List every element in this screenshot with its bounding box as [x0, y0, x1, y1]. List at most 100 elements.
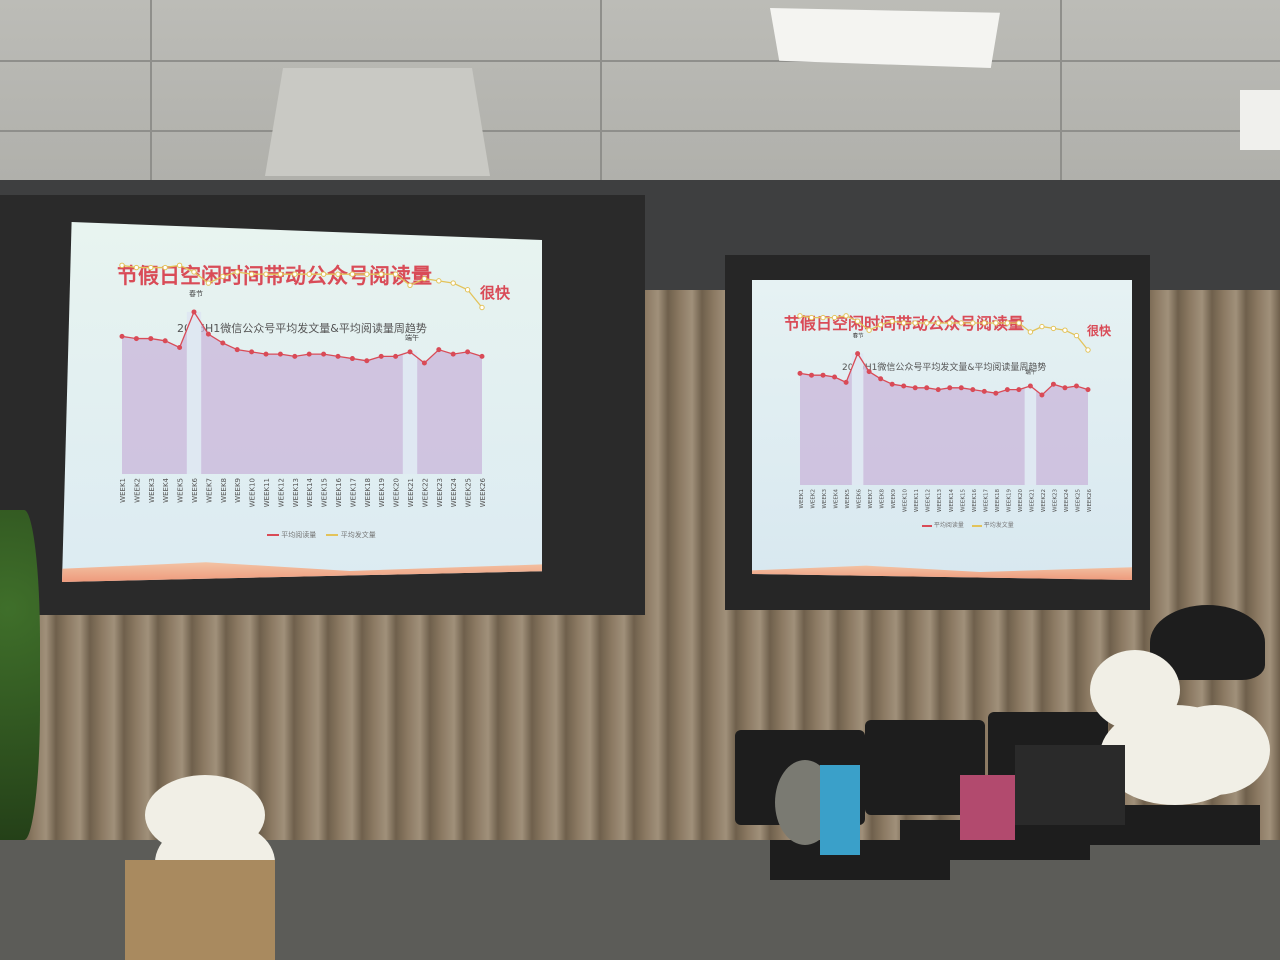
legend: 平均阅读量 平均发文量 [922, 520, 1014, 529]
x-tick-label: WEEK14 [949, 489, 955, 512]
x-tick-label: WEEK6 [191, 477, 199, 502]
data-point-read [924, 385, 930, 391]
data-point-read [958, 385, 964, 391]
data-point-read [148, 336, 154, 342]
ceiling-grid-line [0, 60, 1280, 62]
data-point-post [176, 262, 183, 269]
data-point-post [148, 264, 154, 271]
data-point-read [407, 349, 413, 355]
x-tick-label: WEEK9 [891, 489, 897, 509]
x-tick-label: WEEK2 [133, 478, 141, 503]
x-tick-label: WEEK13 [937, 489, 943, 512]
x-tick-label: WEEK19 [1006, 489, 1012, 512]
data-point-read [205, 331, 211, 337]
chart-title: 2016H1微信公众号平均发文量&平均阅读量周趋势 [177, 322, 427, 335]
data-point-read [450, 351, 456, 357]
legend-swatch-post [971, 524, 982, 527]
data-point-post [935, 320, 941, 326]
data-point-read [866, 369, 872, 375]
data-point-post [349, 271, 356, 277]
data-point-read [820, 372, 826, 378]
x-tick-label: WEEK3 [822, 489, 828, 509]
brand-logo: 很快 [1087, 324, 1112, 338]
x-tick-label: WEEK8 [880, 489, 886, 509]
data-point-post [808, 314, 815, 321]
data-point-post [877, 322, 884, 328]
series-line-post [799, 315, 1089, 351]
data-point-post [970, 320, 976, 326]
data-point-read [393, 353, 399, 359]
annotation-dragon: 端午 [405, 333, 419, 342]
data-point-read [1016, 387, 1022, 393]
data-point-read [234, 347, 240, 353]
data-point-read [797, 370, 803, 376]
data-point-post [843, 313, 849, 319]
data-point-post [981, 320, 988, 326]
data-point-post [797, 313, 803, 319]
ceiling-vent [265, 68, 490, 176]
data-point-read [277, 351, 283, 357]
x-tick-label: WEEK9 [234, 478, 242, 503]
x-tick-label: WEEK11 [914, 489, 920, 512]
legend-read: 平均阅读量 [281, 531, 317, 539]
x-tick-label: WEEK4 [162, 477, 170, 502]
x-tick-label: WEEK22 [421, 478, 429, 507]
x-tick-label: WEEK10 [249, 478, 257, 507]
data-point-post [162, 264, 168, 271]
data-point-post [335, 271, 341, 277]
x-tick-label: WEEK16 [335, 477, 343, 507]
product-boxes [820, 765, 860, 855]
legend-swatch-read [267, 534, 279, 536]
data-point-read [1027, 383, 1033, 389]
x-tick-label: WEEK7 [205, 478, 213, 503]
data-point-post [866, 327, 872, 333]
data-point-read [1004, 387, 1010, 393]
x-tick-label: WEEK25 [1075, 489, 1081, 512]
data-point-read [191, 309, 197, 315]
data-point-post [248, 271, 255, 277]
data-point-post [947, 320, 953, 326]
cardboard-box [125, 860, 275, 960]
projection-screen-left: 节假日空闲时间带动公众号阅读量 很快 2016H1微信公众号平均发文量&平均阅读… [62, 222, 542, 582]
annotation-spring: 春节 [853, 332, 865, 340]
data-point-read [349, 356, 355, 362]
data-point-read [843, 379, 849, 385]
data-point-read [970, 387, 976, 393]
data-point-post [924, 320, 930, 326]
plant [0, 510, 40, 840]
x-tick-label: WEEK23 [1052, 489, 1058, 512]
data-point-post [958, 320, 964, 326]
data-point-read [993, 390, 999, 396]
data-point-read [436, 347, 442, 353]
data-point-post [263, 271, 269, 277]
ceiling-light [770, 8, 1000, 68]
data-point-post [912, 320, 918, 326]
data-point-read [947, 385, 953, 391]
holiday-band [851, 353, 864, 485]
x-tick-label: WEEK18 [364, 478, 372, 507]
data-point-read [855, 351, 861, 357]
data-point-read [1039, 392, 1045, 398]
data-point-post [364, 271, 370, 277]
data-point-post [464, 287, 471, 293]
data-point-post [220, 273, 226, 280]
data-point-post [320, 271, 327, 277]
x-tick-label: WEEK21 [407, 478, 415, 507]
x-tick-label: WEEK25 [465, 478, 473, 507]
gift-box [960, 775, 1015, 840]
data-point-read [421, 360, 427, 366]
data-point-post [1039, 323, 1045, 330]
annotation-spring: 春节 [189, 289, 203, 298]
data-point-read [809, 372, 815, 378]
data-point-post [900, 320, 907, 326]
data-point-post [1073, 332, 1080, 339]
data-point-post [1016, 320, 1022, 326]
data-point-post [378, 271, 384, 277]
x-tick-label: WEEK17 [349, 478, 357, 507]
holiday-band [186, 311, 202, 474]
data-point-post [421, 275, 428, 282]
data-point-read [912, 385, 918, 391]
data-point-read [119, 333, 125, 339]
x-tick-label: WEEK20 [1018, 489, 1024, 512]
